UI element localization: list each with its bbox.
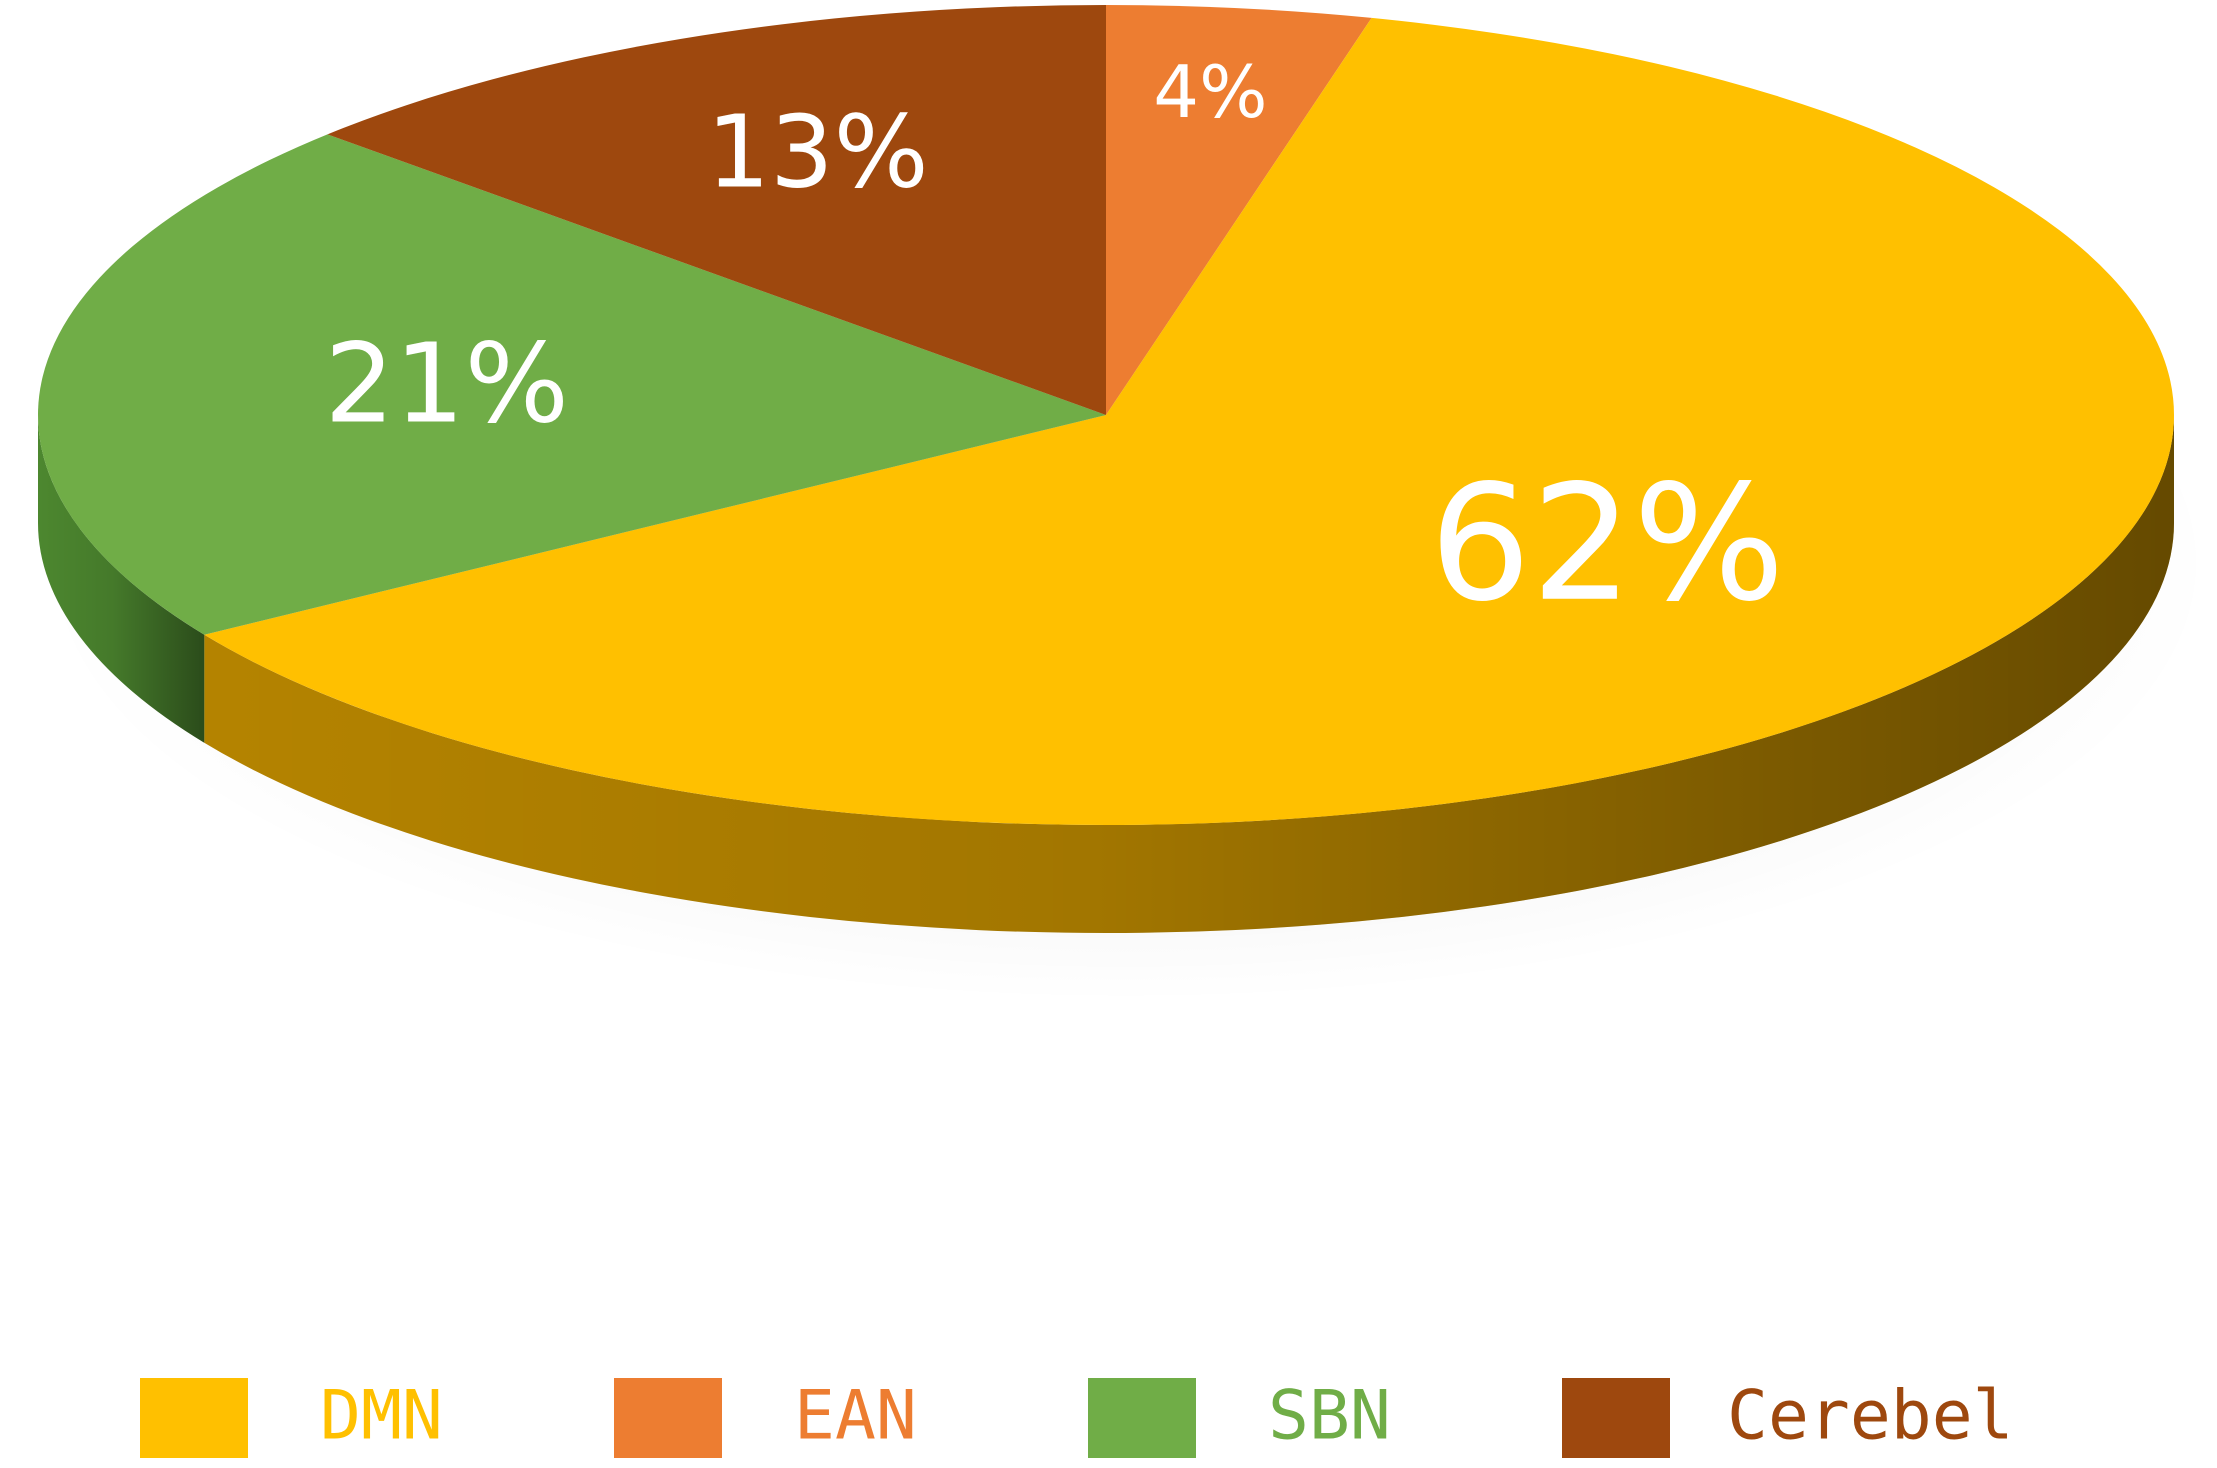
pie-slice-sbn	[37, 134, 1106, 635]
pie-labels: 4% 62% 21% 13%	[325, 50, 1785, 636]
pie-side-shade-dmn	[204, 415, 2174, 934]
data-label-cerebel: 13%	[706, 93, 928, 210]
legend-swatch-sbn	[1088, 1378, 1196, 1458]
legend-label-sbn: SBN	[1268, 1377, 1391, 1456]
legend-label-ean: EAN	[794, 1377, 917, 1456]
legend-label-cerebel: Cerebel	[1727, 1377, 2014, 1456]
data-label-dmn: 62%	[1429, 450, 1785, 637]
pie-tops	[37, 5, 2174, 825]
pie-slice-ean	[1106, 5, 1372, 415]
data-label-ean: 4%	[1153, 50, 1267, 134]
pie-slice-dmn	[204, 17, 2174, 825]
pie-side-shade-sbn	[38, 415, 205, 743]
pie-sides	[38, 415, 2174, 934]
legend-swatch-ean	[614, 1378, 722, 1458]
legend: DMN EAN SBN Cerebel	[140, 1377, 2014, 1458]
legend-swatch-cerebel	[1562, 1378, 1670, 1458]
data-label-sbn: 21%	[325, 319, 570, 447]
legend-swatch-dmn	[140, 1378, 248, 1458]
pie-slice-cerebel	[327, 5, 1106, 415]
legend-label-dmn: DMN	[320, 1377, 443, 1456]
